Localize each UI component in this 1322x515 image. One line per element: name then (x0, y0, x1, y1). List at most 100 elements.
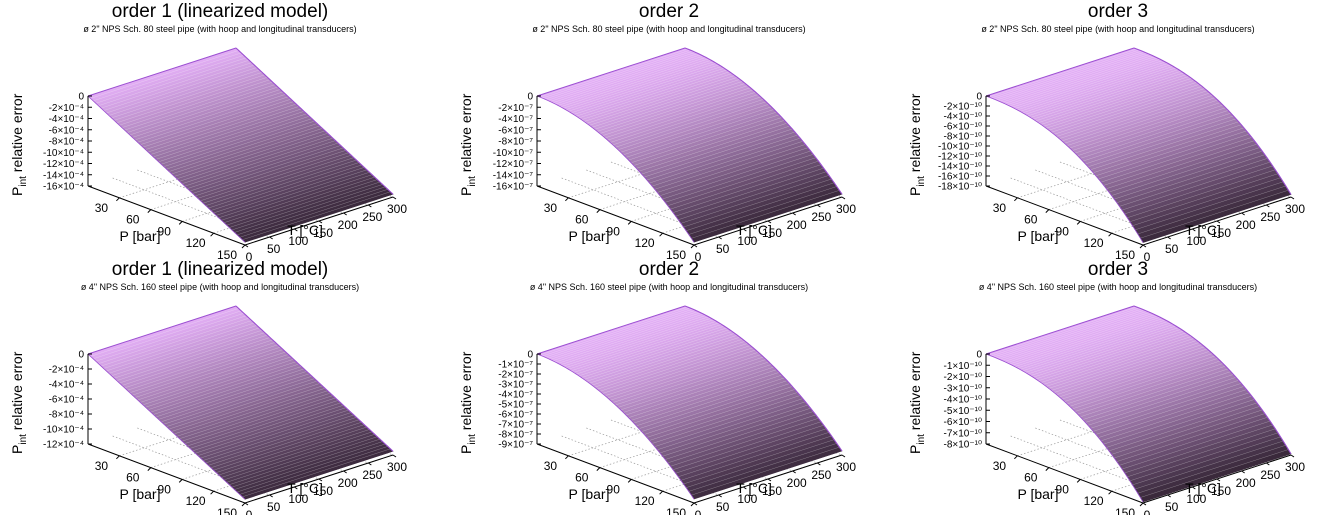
p-tick-label: 150 (217, 506, 237, 515)
t-tick-mark (244, 502, 249, 506)
surface-edge (985, 353, 1144, 503)
p-tick-mark (178, 221, 183, 225)
mesh-line (1051, 84, 1200, 133)
mesh-line (683, 178, 832, 228)
mesh-line (205, 414, 354, 464)
mesh-line (1119, 158, 1268, 207)
t-tick-label: 200 (1236, 476, 1256, 490)
mesh-line (631, 372, 780, 421)
mesh-line (581, 329, 730, 378)
mesh-line (1108, 402, 1258, 452)
mesh-line (604, 89, 754, 139)
mesh-line (197, 150, 346, 199)
mesh-line (557, 315, 706, 364)
z-tick-label: -7×10⁻⁷ (498, 420, 533, 431)
mesh-line (189, 400, 339, 449)
mesh-line (589, 335, 738, 384)
mesh-line (652, 395, 801, 444)
z-axis-label-sub: int (916, 434, 927, 445)
mesh-line (221, 429, 370, 478)
mesh-line (644, 128, 793, 178)
t-tick-label: 300 (836, 202, 856, 216)
mesh-line (563, 60, 712, 109)
mesh-line (239, 189, 388, 238)
chart-title: order 1 (linearized model) (111, 1, 329, 22)
mesh-line (242, 448, 391, 497)
t-tick-label: 0 (246, 250, 253, 264)
z-tick-label: -14×10⁻¹⁰ (938, 162, 982, 173)
chart-panel-5: order 2 ø 4" NPS Sch. 160 steel pipe (wit… (449, 258, 889, 515)
p-tick-mark (565, 455, 569, 460)
mesh-line (1006, 314, 1155, 363)
p-tick-mark (1139, 502, 1144, 507)
p-tick-mark (147, 209, 152, 213)
t-tick-mark (817, 204, 821, 208)
mesh-line (633, 374, 782, 424)
mesh-line (673, 164, 822, 213)
mesh-line (203, 412, 352, 461)
mesh-line (192, 402, 341, 451)
z-tick-label: -4×10⁻⁴ (49, 380, 84, 391)
mesh-line (1101, 392, 1250, 441)
mesh-line (200, 152, 349, 201)
z-axis-label: Pint relative error (907, 351, 927, 454)
z-tick-label: -4×10⁻⁷ (498, 114, 533, 125)
axes: 0-2×10⁻⁷-4×10⁻⁷-6×10⁻⁷-8×10⁻⁷-10×10⁻⁷-12… (493, 92, 857, 265)
mesh-line (1040, 334, 1190, 383)
p-tick-label: 90 (1056, 482, 1070, 496)
mesh-line (1059, 90, 1208, 139)
t-tick-label: 100 (288, 234, 308, 248)
mesh-line (988, 306, 1137, 356)
z-tick-label: -2×10⁻⁷ (498, 103, 533, 114)
t-tick-label: 100 (288, 492, 308, 506)
p-tick-label: 30 (544, 201, 558, 215)
mesh-line (578, 327, 727, 377)
mesh-line (599, 343, 748, 392)
mesh-line (573, 66, 722, 115)
t-tick-mark (1290, 196, 1295, 200)
mesh-line (565, 319, 714, 368)
p-tick-label: 30 (95, 459, 109, 473)
mesh-line (552, 54, 701, 103)
mesh-line (586, 333, 735, 382)
mesh-line (1072, 360, 1221, 410)
z-axis-label-sub: int (467, 434, 478, 445)
mesh-line (1111, 147, 1260, 196)
t-tick-mark (294, 486, 298, 490)
z-tick-label: -3×10⁻⁷ (498, 380, 533, 391)
z-tick-label: -8×10⁻¹⁰ (944, 440, 982, 451)
mesh-line (625, 366, 775, 416)
mesh-line (1074, 363, 1224, 412)
t-tick-mark (269, 494, 273, 498)
mesh-line (539, 48, 688, 98)
mesh-line (127, 342, 276, 391)
t-tick-label: 0 (695, 250, 702, 264)
mesh-line (1009, 315, 1158, 365)
mesh-line (121, 79, 271, 128)
surface-plot: 0-2×10⁻¹⁰-4×10⁻¹⁰-6×10⁻¹⁰-8×10⁻¹⁰-10×10⁻… (907, 47, 1305, 264)
chart-title: order 2 (638, 259, 700, 280)
z-tick-label: -4×10⁻⁷ (498, 390, 533, 401)
mesh-line (1035, 330, 1184, 380)
t-tick-mark (1241, 470, 1245, 474)
chart-panel-4: order 1 (linearized model) ø 4" NPS Sch. … (0, 258, 440, 515)
axes: 0-1×10⁻¹⁰-2×10⁻¹⁰-3×10⁻¹⁰-4×10⁻¹⁰-5×10⁻¹… (944, 350, 1306, 515)
mesh-line (662, 150, 811, 200)
p-tick-label: 150 (1115, 506, 1135, 515)
mesh-line (1046, 80, 1195, 129)
mesh-line (570, 64, 720, 114)
t-tick-mark (1216, 478, 1221, 482)
mesh-line (192, 145, 341, 194)
mesh-line (231, 181, 380, 231)
mesh-line (1135, 181, 1284, 230)
mesh-line (195, 147, 344, 197)
p-tick-mark (659, 232, 663, 237)
mesh-line (1080, 110, 1229, 159)
p-tick-label: 120 (635, 494, 655, 508)
mesh-line (90, 308, 239, 357)
mesh-line (1122, 420, 1271, 470)
mesh-line (1061, 92, 1210, 142)
p-tick-mark (1108, 490, 1112, 495)
surface-edge (536, 353, 695, 500)
t-tick-label: 0 (1144, 250, 1151, 264)
